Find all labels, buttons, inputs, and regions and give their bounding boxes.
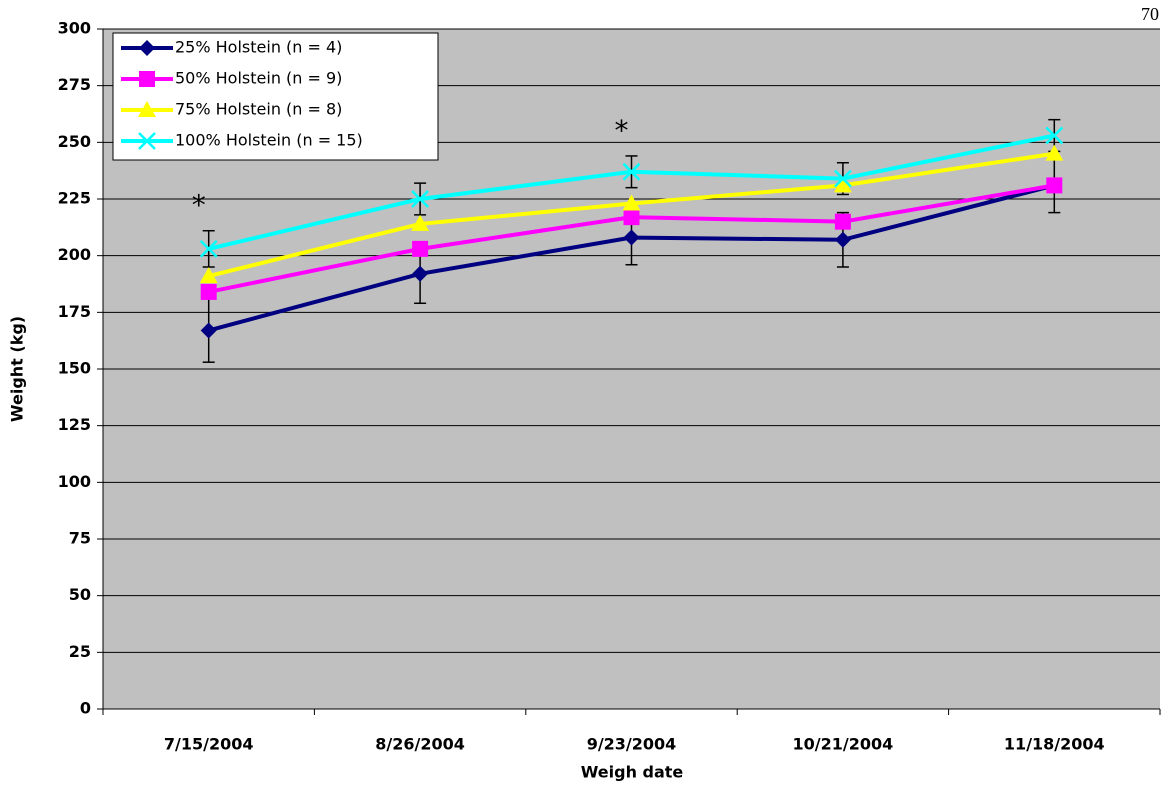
y-tick-label: 25 [69, 642, 91, 661]
marker [200, 322, 217, 339]
y-tick-label: 50 [69, 585, 91, 604]
marker [833, 176, 852, 193]
x-tick-label: 9/23/2004 [587, 735, 677, 754]
y-tick-label: 125 [58, 415, 91, 434]
marker [1045, 144, 1064, 161]
legend-box [112, 32, 439, 161]
y-tick-label: 200 [58, 245, 91, 264]
marker [412, 265, 429, 282]
marker [623, 229, 640, 246]
marker [411, 214, 430, 231]
x-tick-label: 7/15/2004 [164, 735, 254, 754]
marker [138, 132, 156, 150]
marker [412, 240, 429, 257]
y-tick-label: 75 [69, 529, 91, 548]
y-tick-label: 225 [58, 189, 91, 208]
y-tick-label: 100 [58, 472, 91, 491]
y-axis-title: Weight (kg) [8, 316, 27, 422]
x-tick-label: 10/21/2004 [793, 735, 894, 754]
marker [1046, 177, 1063, 194]
marker [139, 71, 155, 87]
y-tick-label: 175 [58, 302, 91, 321]
marker [622, 162, 641, 181]
legend-label: 50% Holstein (n = 9) [175, 69, 342, 88]
y-tick-label: 250 [58, 132, 91, 151]
legend-label: 25% Holstein (n = 4) [175, 38, 342, 57]
x-axis-title: Weigh date [581, 763, 684, 782]
y-tick-label: 0 [80, 699, 91, 718]
y-tick-label: 300 [58, 19, 91, 38]
marker [622, 194, 641, 211]
marker [1045, 126, 1064, 145]
annotation: * [192, 189, 206, 222]
y-tick-label: 275 [58, 75, 91, 94]
legend-label: 75% Holstein (n = 8) [175, 100, 342, 119]
marker [623, 209, 640, 226]
marker [834, 213, 851, 230]
x-tick-label: 11/18/2004 [1004, 735, 1105, 754]
marker [834, 169, 852, 188]
marker [200, 283, 217, 300]
legend-label: 100% Holstein (n = 15) [175, 131, 363, 150]
marker [199, 267, 218, 284]
y-tick-label: 150 [58, 359, 91, 378]
marker [834, 231, 851, 248]
marker [199, 239, 218, 258]
x-tick-label: 8/26/2004 [375, 735, 465, 754]
marker [138, 101, 156, 117]
annotation: * [615, 114, 629, 147]
marker [139, 40, 155, 56]
page-number: 70 [1141, 4, 1159, 24]
marker [411, 190, 429, 208]
